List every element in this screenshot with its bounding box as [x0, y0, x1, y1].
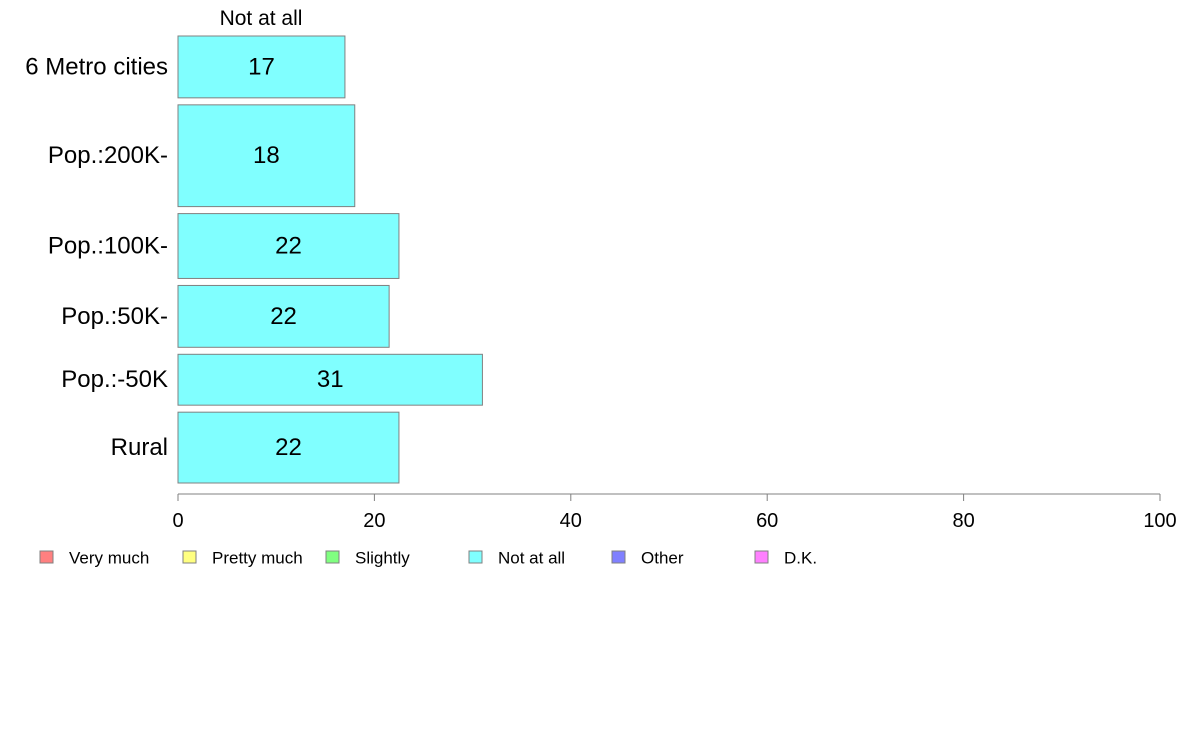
bar-value-label: 22 [275, 434, 302, 461]
legend: Very much Pretty much Slightly Not at all Ot… [39, 549, 817, 568]
x-tick-label: 20 [363, 510, 385, 532]
bars-group: 6 Metro cities 17 Pop.:200K- 18 Pop.:100K- 22… [25, 35, 483, 484]
category-label: Pop.:100K- [48, 233, 168, 260]
legend-label: Other [641, 549, 684, 568]
category-label: Pop.:50K- [61, 303, 168, 330]
bar-segment [177, 284, 390, 348]
bar-segment [177, 213, 400, 279]
category-label: 6 Metro cities [25, 53, 168, 80]
legend-swatch [39, 550, 54, 564]
legend-swatch [611, 550, 626, 564]
bar-segment [177, 104, 356, 208]
legend-swatch [325, 550, 340, 564]
legend-swatch [182, 550, 197, 564]
x-tick-label: 100 [1143, 510, 1176, 532]
legend-label: Very much [69, 549, 149, 568]
legend-label: D.K. [784, 549, 817, 568]
x-tick-label: 0 [172, 510, 183, 532]
legend-label: Slightly [355, 549, 410, 568]
legend-swatch [468, 550, 483, 564]
column-header: Not at all [220, 7, 303, 30]
x-axis: 0 20 40 60 80 100 [172, 493, 1177, 532]
bar-segment [177, 353, 483, 406]
category-label: Pop.:-50K [61, 366, 168, 393]
legend-swatch [754, 550, 769, 564]
x-tick-label: 80 [952, 510, 974, 532]
bar-segment [177, 411, 400, 484]
bar-value-label: 31 [317, 366, 344, 393]
bar-segment [177, 35, 346, 99]
legend-label: Not at all [498, 549, 565, 568]
category-label: Pop.:200K- [48, 142, 168, 169]
x-tick-label: 60 [756, 510, 778, 532]
bar-value-label: 22 [270, 303, 297, 330]
bar-value-label: 22 [275, 233, 302, 260]
x-tick-label: 40 [560, 510, 582, 532]
bar-value-label: 18 [253, 142, 280, 169]
category-label: Rural [111, 434, 168, 461]
legend-label: Pretty much [212, 549, 303, 568]
bar-value-label: 17 [248, 53, 275, 80]
